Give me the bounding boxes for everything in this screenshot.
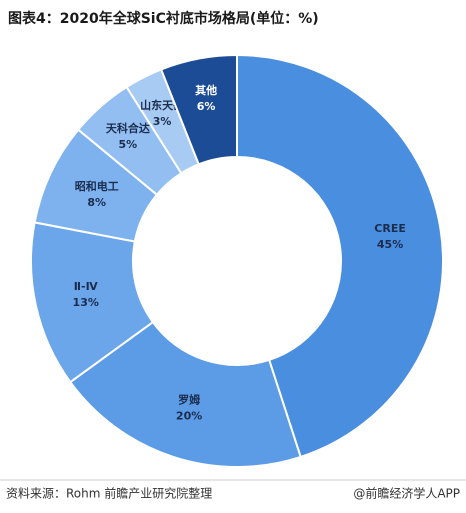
source: 资料来源：Rohm 前瞻产业研究院整理: [6, 486, 212, 501]
segment-value: 5%: [119, 138, 138, 151]
credit: @前瞻经济学人APP: [353, 486, 460, 501]
donut-segment: [159, 53, 238, 166]
segment-label: Ⅱ-Ⅳ: [74, 280, 99, 293]
segment-label: 其他: [195, 83, 217, 97]
donut-segment: [68, 320, 302, 468]
segment-value: 13%: [73, 296, 99, 309]
segment-value: 20%: [176, 409, 202, 422]
segment-value: 8%: [87, 196, 106, 209]
segment-value: 6%: [197, 100, 216, 113]
segment-label: 昭和电工: [75, 179, 119, 193]
segment-label: 罗姆: [178, 392, 200, 406]
segment-label: 天科合达: [106, 121, 150, 135]
donut-segment: [30, 221, 155, 384]
donut-segment: [236, 53, 444, 459]
segment-value: 3%: [153, 115, 172, 128]
segment-label: CREE: [374, 222, 406, 235]
chart-title: 图表4：2020年全球SiC衬底市场格局(单位：%): [8, 10, 319, 27]
segment-value: 45%: [377, 238, 403, 251]
